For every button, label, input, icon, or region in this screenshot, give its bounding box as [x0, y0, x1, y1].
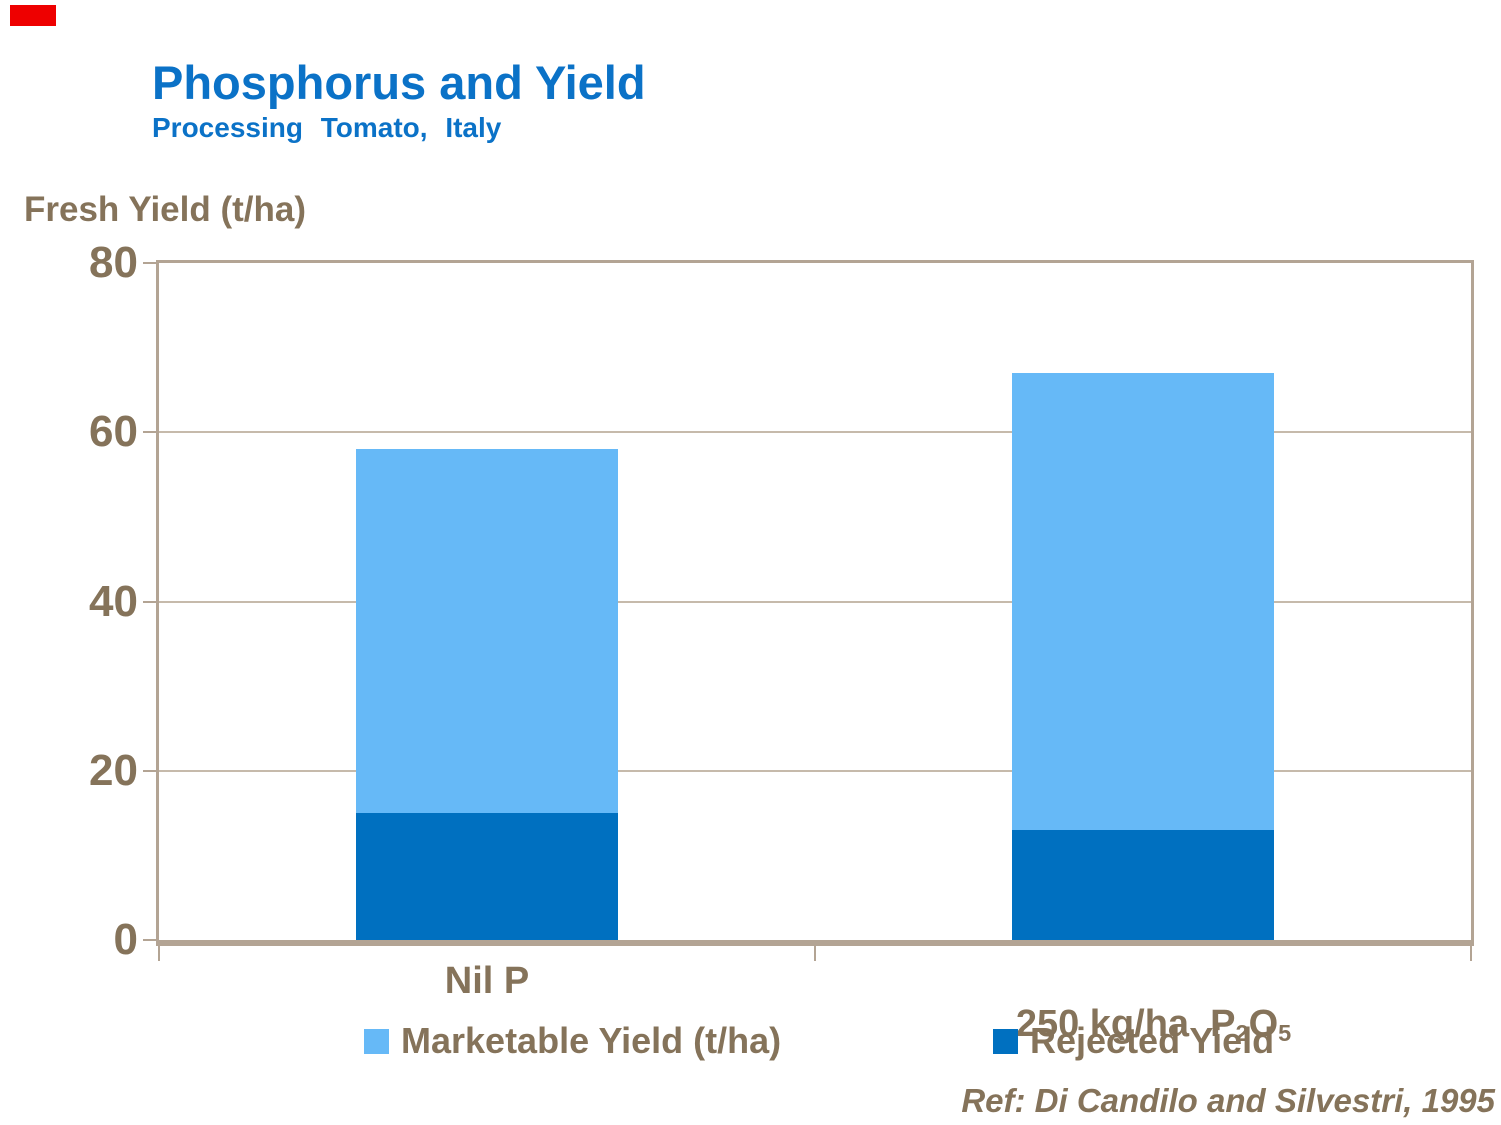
y-tick-mark-80 [143, 262, 158, 264]
legend-item-rejected: Rejected Yield [993, 1020, 1274, 1062]
y-tick-mark-40 [143, 600, 158, 603]
chart-title: Phosphorus and Yield [152, 56, 646, 109]
gridline-20 [159, 769, 1471, 772]
marketable-swatch-icon [364, 1028, 389, 1054]
bar-1-segment-rejected [356, 813, 618, 940]
y-tick-mark-60 [143, 431, 158, 434]
x-tick-mark-0 [158, 946, 160, 961]
y-tick-label-40: 40 [89, 576, 138, 626]
x-tick-mark-2 [1470, 946, 1472, 961]
reference-text: Ref: Di Candilo and Silvestri, 1995 [961, 1082, 1495, 1119]
y-tick-label-20: 20 [89, 745, 138, 795]
gridline-60 [159, 431, 1471, 434]
bar-2-segment-rejected [1012, 829, 1274, 940]
legend-label-rejected: Rejected Yield [1030, 1020, 1275, 1061]
y-tick-mark-0 [143, 939, 158, 941]
bar-2-segment-marketable [1012, 373, 1274, 830]
rejected-swatch-icon [993, 1028, 1018, 1054]
x-label-250-pre: 250 kg/ha P [1015, 1003, 1236, 1045]
y-tick-label-0: 0 [113, 915, 138, 964]
red-corner-mark [10, 5, 56, 26]
gridline-40 [159, 600, 1471, 603]
legend-item-marketable: Marketable Yield (t/ha) [364, 1020, 781, 1062]
y-axis-title: Fresh Yield (t/ha) [24, 190, 306, 229]
y-tick-mark-20 [143, 769, 158, 772]
y-tick-label-80: 80 [89, 238, 138, 287]
y-tick-label-60: 60 [89, 407, 138, 457]
x-label-250-o: O [1248, 1003, 1279, 1045]
x-label-nil-p: Nil P [444, 960, 530, 1002]
x-label-250-sub2: 2 [1235, 1020, 1249, 1047]
x-label-250-sub5: 5 [1278, 1020, 1292, 1047]
chart-subtitle: Processing Tomato, Italy [152, 112, 502, 143]
bar-1-segment-marketable [356, 449, 618, 814]
legend-label-marketable: Marketable Yield (t/ha) [401, 1020, 782, 1061]
x-tick-mark-1 [814, 946, 816, 961]
x-label-250-kgha-p2o5: 250 kg/ha P2O5 [893, 960, 1393, 1046]
plot-area [156, 260, 1474, 946]
